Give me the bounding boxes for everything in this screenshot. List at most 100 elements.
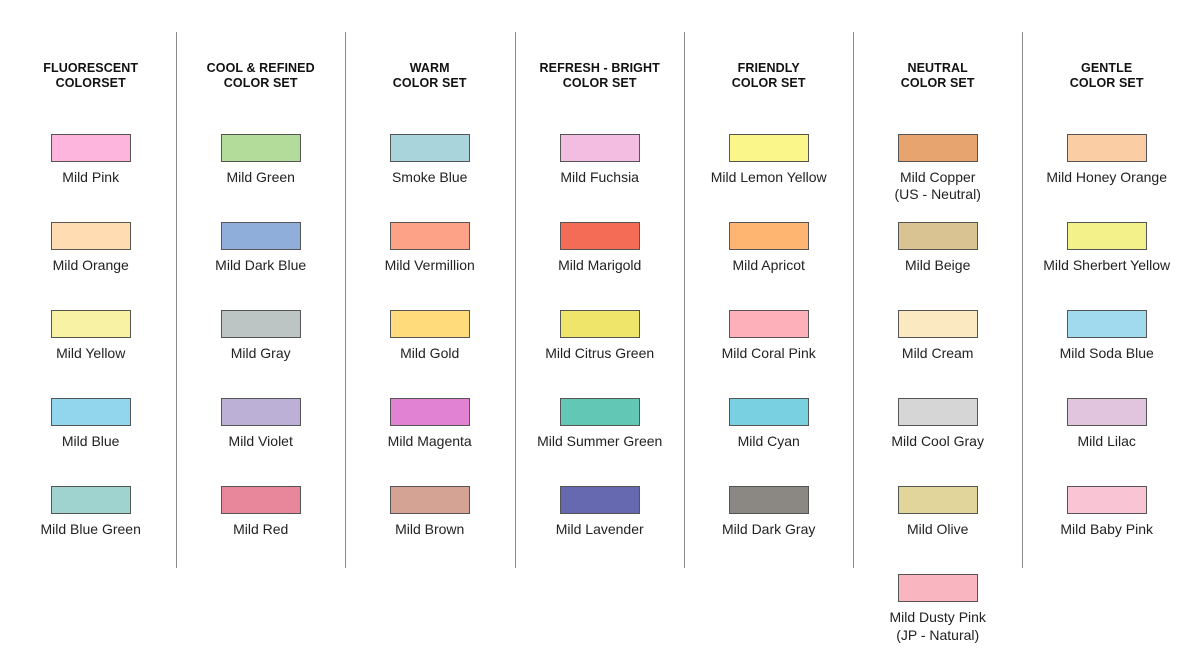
color-name: Mild Gold bbox=[400, 345, 460, 361]
color-item: Mild Summer Green bbox=[515, 398, 684, 478]
color-item: Mild Vermillion bbox=[345, 222, 514, 302]
color-name: Mild Baby Pink bbox=[1060, 521, 1153, 537]
color-item: Mild Red bbox=[176, 486, 345, 566]
color-swatch bbox=[1066, 398, 1147, 426]
color-swatch bbox=[897, 134, 978, 162]
set-title: WARM COLOR SET bbox=[392, 61, 467, 90]
color-item: Mild Marigold bbox=[515, 222, 684, 302]
color-set-cool-refined: COOL & REFINED COLOR SET Mild Green Mild… bbox=[176, 0, 345, 661]
color-name: Mild Vermillion bbox=[384, 257, 475, 273]
color-name: Mild Lavender bbox=[555, 521, 644, 537]
column-divider bbox=[684, 32, 685, 568]
color-swatch bbox=[1066, 486, 1147, 514]
set-title: FRIENDLY COLOR SET bbox=[731, 61, 806, 90]
color-name: Mild Green bbox=[226, 169, 295, 185]
color-swatch bbox=[559, 486, 640, 514]
color-swatch bbox=[50, 486, 131, 514]
color-swatch bbox=[728, 398, 809, 426]
set-title: REFRESH - BRIGHT COLOR SET bbox=[539, 61, 660, 90]
color-swatch bbox=[897, 310, 978, 338]
color-name: Mild Olive bbox=[906, 521, 969, 537]
color-swatch bbox=[559, 398, 640, 426]
color-swatch bbox=[728, 222, 809, 250]
color-name: Smoke Blue bbox=[391, 169, 468, 185]
color-name: Mild Cool Gray bbox=[891, 433, 984, 449]
color-note: (JP - Natural) bbox=[896, 627, 980, 643]
color-item: Mild Green bbox=[176, 134, 345, 214]
color-swatch bbox=[389, 310, 470, 338]
color-swatch bbox=[50, 222, 131, 250]
color-name: Mild Cyan bbox=[737, 433, 800, 449]
set-title: GENTLE COLOR SET bbox=[1069, 61, 1144, 90]
color-swatch bbox=[1066, 310, 1147, 338]
color-name: Mild Violet bbox=[228, 433, 293, 449]
color-swatch bbox=[50, 398, 131, 426]
color-name: Mild Dark Blue bbox=[215, 257, 307, 273]
color-item: Mild Dark Blue bbox=[176, 222, 345, 302]
color-swatch bbox=[389, 134, 470, 162]
color-name: Mild Blue bbox=[61, 433, 120, 449]
color-item: Mild Magenta bbox=[345, 398, 514, 478]
color-name: Mild Apricot bbox=[732, 257, 805, 273]
color-item: Mild Apricot bbox=[684, 222, 853, 302]
color-item: Mild Fuchsia bbox=[515, 134, 684, 214]
color-item: Mild Lavender bbox=[515, 486, 684, 566]
color-name: Mild Magenta bbox=[387, 433, 472, 449]
color-swatch bbox=[559, 134, 640, 162]
color-item: Mild Olive bbox=[853, 486, 1022, 566]
color-name: Mild Orange bbox=[52, 257, 129, 273]
color-name: Mild Pink bbox=[62, 169, 120, 185]
color-item: Mild Cream bbox=[853, 310, 1022, 390]
color-swatch bbox=[389, 398, 470, 426]
color-swatch bbox=[559, 222, 640, 250]
color-name: Mild Coral Pink bbox=[721, 345, 816, 361]
color-item: Mild Honey Orange bbox=[1022, 134, 1191, 214]
color-swatch bbox=[220, 398, 301, 426]
color-swatch bbox=[1066, 222, 1147, 250]
color-name: Mild Lemon Yellow bbox=[710, 169, 827, 185]
color-name: Mild Dusty Pink bbox=[889, 609, 986, 625]
color-swatch bbox=[389, 486, 470, 514]
column-divider bbox=[853, 32, 854, 568]
color-item: Mild Cyan bbox=[684, 398, 853, 478]
color-item: Mild Dark Gray bbox=[684, 486, 853, 566]
color-name: Mild Beige bbox=[905, 257, 971, 273]
color-set-refresh-bright: REFRESH - BRIGHT COLOR SET Mild Fuchsia … bbox=[515, 0, 684, 661]
color-item: Mild Baby Pink bbox=[1022, 486, 1191, 566]
color-item: Mild Violet bbox=[176, 398, 345, 478]
color-note: (US - Neutral) bbox=[894, 186, 981, 202]
color-item: Mild Beige bbox=[853, 222, 1022, 302]
color-item: Mild Lemon Yellow bbox=[684, 134, 853, 214]
color-swatch bbox=[1066, 134, 1147, 162]
color-name: Mild Cream bbox=[901, 345, 974, 361]
color-item: Smoke Blue bbox=[345, 134, 514, 214]
color-swatch bbox=[559, 310, 640, 338]
color-name: Mild Red bbox=[233, 521, 289, 537]
color-item: Mild Brown bbox=[345, 486, 514, 566]
color-item: Mild Copper (US - Neutral) bbox=[853, 134, 1022, 214]
color-name: Mild Honey Orange bbox=[1046, 169, 1167, 185]
set-title: FLUORESCENT COLORSET bbox=[43, 61, 139, 90]
color-item: Mild Gold bbox=[345, 310, 514, 390]
color-item: Mild Cool Gray bbox=[853, 398, 1022, 478]
color-item: Mild Citrus Green bbox=[515, 310, 684, 390]
color-swatch bbox=[389, 222, 470, 250]
color-item: Mild Sherbert Yellow bbox=[1022, 222, 1191, 302]
color-item: Mild Pink bbox=[6, 134, 175, 214]
color-set-fluorescent: FLUORESCENT COLORSET Mild Pink Mild Oran… bbox=[6, 0, 175, 661]
color-item: Mild Blue Green bbox=[6, 486, 175, 566]
color-item: Mild Soda Blue bbox=[1022, 310, 1191, 390]
color-name: Mild Gray bbox=[230, 345, 291, 361]
color-item: Mild Blue bbox=[6, 398, 175, 478]
set-title: NEUTRAL COLOR SET bbox=[900, 61, 975, 90]
color-sets-chart: FLUORESCENT COLORSET Mild Pink Mild Oran… bbox=[6, 0, 1192, 661]
color-swatch bbox=[897, 574, 978, 602]
color-item: Mild Gray bbox=[176, 310, 345, 390]
color-name: Mild Soda Blue bbox=[1059, 345, 1154, 361]
color-swatch bbox=[220, 310, 301, 338]
color-item: Mild Lilac bbox=[1022, 398, 1191, 478]
color-name: Mild Summer Green bbox=[537, 433, 663, 449]
column-divider bbox=[345, 32, 346, 568]
column-divider bbox=[1022, 32, 1023, 568]
color-swatch bbox=[897, 486, 978, 514]
